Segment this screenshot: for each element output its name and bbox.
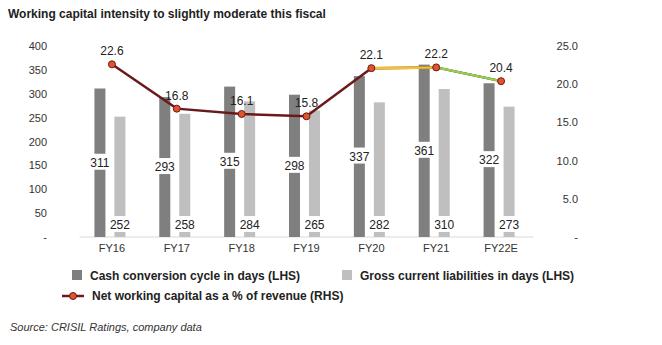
y-tick-label: 200	[29, 136, 47, 148]
label-bg	[152, 158, 178, 174]
label-bg	[107, 216, 133, 232]
y2-tick-label: 20.0	[557, 78, 578, 90]
y-tick-label: 250	[29, 112, 47, 124]
label-bg	[282, 157, 308, 173]
y-tick-label: 400	[29, 40, 47, 52]
label-bg	[346, 148, 372, 164]
data-label: 311	[90, 156, 109, 170]
data-label: 298	[284, 159, 304, 173]
y2-tick-label: 5.0	[563, 193, 578, 205]
legend-swatch	[342, 270, 352, 280]
y2-tick-label: -	[574, 231, 578, 243]
y2-tick-label: 15.0	[557, 116, 578, 128]
data-label: 310	[434, 218, 454, 232]
data-label: 258	[175, 218, 195, 232]
x-tick-label: FY18	[228, 242, 254, 254]
y-tick-label: 50	[35, 207, 47, 219]
data-label: 293	[155, 160, 175, 174]
chart: Working capital intensity to slightly mo…	[0, 0, 662, 345]
data-label: 322	[479, 153, 499, 167]
data-label: 16.1	[230, 94, 254, 108]
data-label: 337	[349, 150, 369, 164]
x-tick-label: FY20	[358, 242, 384, 254]
y2-tick-label: 25.0	[557, 40, 578, 52]
label-bg	[217, 153, 243, 169]
y-tick-label: -	[43, 231, 47, 243]
label-bg	[172, 216, 198, 232]
label-bg	[476, 151, 502, 167]
marker	[238, 110, 245, 117]
line-highlight	[371, 66, 436, 69]
source: Source: CRISIL Ratings, company data	[10, 321, 202, 333]
legend-label: Net working capital as a % of revenue (R…	[92, 289, 343, 303]
data-label: 22.2	[425, 47, 449, 61]
line	[112, 64, 501, 116]
data-label: 284	[240, 218, 260, 232]
legend-swatch	[70, 293, 77, 300]
data-label: 15.8	[295, 96, 319, 110]
data-labels: 311 293 315 298 337 361 322 252 258 284 265 282 310 2…	[87, 44, 522, 232]
plot-area	[94, 61, 514, 237]
x-tick-label: FY16	[99, 242, 125, 254]
x-tick-label: FY22E	[484, 242, 518, 254]
y-tick-label: 350	[29, 64, 47, 76]
x-tick-label: FY19	[293, 242, 319, 254]
x-axis	[80, 237, 534, 238]
marker	[108, 61, 115, 68]
marker	[303, 113, 310, 120]
label-bg	[87, 154, 113, 170]
y-tick-label: 300	[29, 88, 47, 100]
marker	[433, 64, 440, 71]
label-bg	[411, 142, 437, 158]
x-tick-label: FY17	[164, 242, 190, 254]
data-label: 315	[220, 155, 240, 169]
x-tick-label: FY21	[423, 242, 449, 254]
data-label: 22.1	[360, 48, 384, 62]
y-tick-label: 100	[29, 183, 47, 195]
data-label: 282	[369, 218, 389, 232]
label-bg	[302, 216, 328, 232]
label-bg	[366, 216, 392, 232]
data-label: 20.4	[489, 61, 513, 75]
label-bg	[496, 216, 522, 232]
y2-tick-label: 10.0	[557, 155, 578, 167]
label-bg	[237, 216, 263, 232]
marker	[498, 78, 505, 85]
y-tick-label: 150	[29, 159, 47, 171]
data-label: 273	[499, 218, 519, 232]
title: Working capital intensity to slightly mo…	[8, 7, 326, 21]
legend-label: Gross current liabilities in days (LHS)	[360, 269, 574, 283]
data-label: 265	[304, 218, 324, 232]
data-label: 16.8	[165, 89, 189, 103]
legend-swatch	[72, 270, 82, 280]
label-bg	[431, 216, 457, 232]
marker	[173, 105, 180, 112]
bar	[439, 89, 450, 237]
data-label: 252	[110, 218, 130, 232]
data-label: 361	[414, 144, 434, 158]
marker	[368, 65, 375, 72]
legend: Cash conversion cycle in days (LHS) Gross…	[62, 269, 574, 303]
data-label: 22.6	[100, 44, 124, 58]
legend-label: Cash conversion cycle in days (LHS)	[90, 269, 300, 283]
